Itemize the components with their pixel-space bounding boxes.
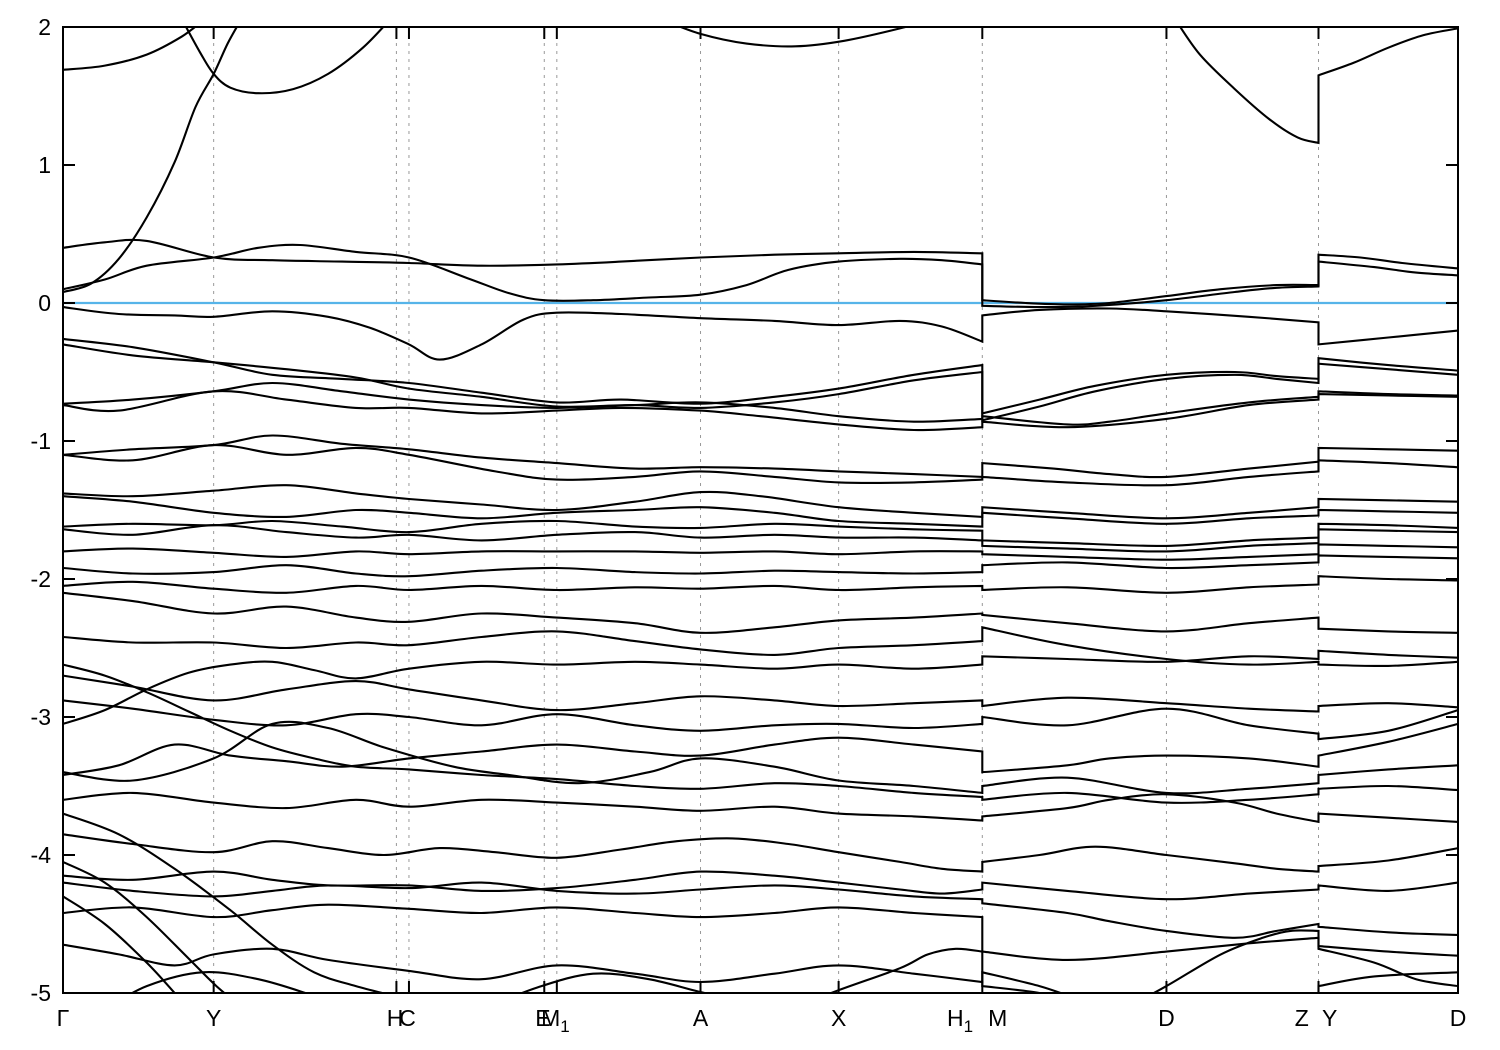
k-point-label: C	[399, 1005, 416, 1031]
y-axis-tick-label: -1	[31, 428, 51, 454]
band-line	[62, 881, 1459, 939]
band-line	[62, 543, 1459, 561]
band-line	[62, 343, 1459, 422]
k-point-label: Y	[1322, 1005, 1337, 1031]
k-point-label: A	[693, 1005, 709, 1031]
y-axis-tick-label: 2	[38, 14, 51, 40]
k-point-label: H1	[947, 1005, 973, 1036]
k-point-label: Γ	[57, 1005, 70, 1031]
band-line	[62, 833, 1459, 873]
k-point-label: M	[988, 1005, 1007, 1031]
band-line	[62, 591, 1459, 634]
band-line	[62, 943, 1459, 994]
band-line	[62, 306, 1459, 361]
band-line	[62, 720, 1459, 795]
band-line	[62, 519, 1459, 547]
k-point-label: H	[387, 1005, 404, 1031]
k-point-label: X	[831, 1005, 846, 1031]
band-line	[62, 699, 1459, 741]
k-point-label: D	[1450, 1005, 1467, 1031]
band-line	[1178, 26, 1459, 145]
band-line	[62, 674, 1459, 713]
band-line	[62, 895, 177, 994]
band-line	[62, 243, 1459, 309]
band-line	[62, 575, 1459, 594]
band-line	[184, 26, 386, 95]
band-line	[62, 663, 1459, 804]
band-line	[1149, 929, 1459, 994]
y-axis-tick-label: 1	[38, 152, 51, 178]
band-line	[62, 791, 1459, 824]
band-line	[62, 484, 1459, 520]
band-line	[62, 26, 239, 294]
band-line	[62, 870, 1459, 901]
band-line	[62, 903, 1459, 961]
band-line	[62, 444, 1459, 487]
k-point-label: Z	[1295, 1005, 1309, 1031]
band-line	[62, 381, 1459, 426]
k-point-label: E	[535, 1005, 550, 1031]
band-line	[62, 434, 1459, 479]
band-line	[62, 860, 228, 994]
plot-border	[62, 26, 1459, 994]
y-axis-tick-label: -2	[31, 566, 51, 592]
k-point-label: M1	[541, 1005, 570, 1036]
band-line	[128, 971, 312, 994]
band-line	[62, 337, 1459, 415]
band-line	[516, 972, 715, 994]
band-line	[62, 389, 1459, 432]
bands-group	[62, 26, 1459, 994]
band-line	[62, 554, 1459, 578]
k-point-label: Y	[206, 1005, 221, 1031]
band-line	[62, 524, 1459, 553]
band-line	[62, 812, 391, 994]
band-line	[62, 626, 1459, 668]
band-line	[62, 495, 1459, 528]
band-line	[62, 238, 1459, 306]
band-line	[62, 26, 198, 71]
k-point-label: D	[1158, 1005, 1175, 1031]
y-axis-tick-label: -4	[31, 842, 52, 868]
y-axis-tick-label: -3	[31, 704, 51, 730]
band-line	[62, 649, 1459, 725]
y-axis-tick-label: -5	[31, 980, 51, 1006]
y-axis-tick-label: 0	[38, 290, 51, 316]
band-line	[62, 722, 1459, 777]
band-line	[825, 947, 1050, 994]
